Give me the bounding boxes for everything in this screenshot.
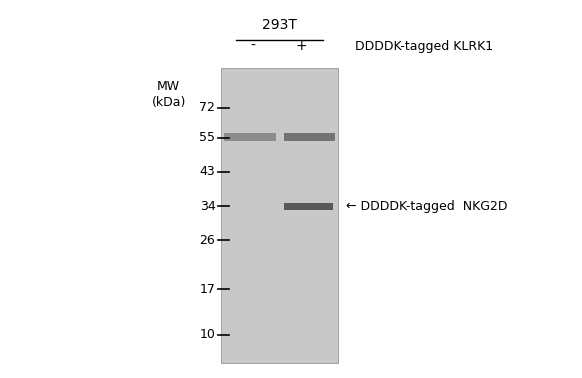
Bar bbox=[224, 133, 276, 141]
Text: +: + bbox=[296, 39, 307, 53]
Text: 34: 34 bbox=[200, 200, 215, 212]
Text: ← DDDDK-tagged  NKG2D: ← DDDDK-tagged NKG2D bbox=[346, 200, 508, 213]
Text: (kDa): (kDa) bbox=[151, 96, 186, 108]
Bar bbox=[221, 68, 338, 363]
Text: 72: 72 bbox=[200, 101, 215, 114]
Bar bbox=[284, 133, 335, 141]
Bar bbox=[284, 203, 333, 210]
Text: -: - bbox=[250, 39, 255, 53]
Text: 10: 10 bbox=[200, 328, 215, 341]
Text: 293T: 293T bbox=[262, 17, 297, 32]
Text: DDDDK-tagged KLRK1: DDDDK-tagged KLRK1 bbox=[355, 40, 493, 53]
Text: 26: 26 bbox=[200, 234, 215, 246]
Text: 17: 17 bbox=[200, 283, 215, 296]
Text: 55: 55 bbox=[200, 132, 215, 144]
Text: MW: MW bbox=[157, 81, 180, 93]
Text: 43: 43 bbox=[200, 166, 215, 178]
